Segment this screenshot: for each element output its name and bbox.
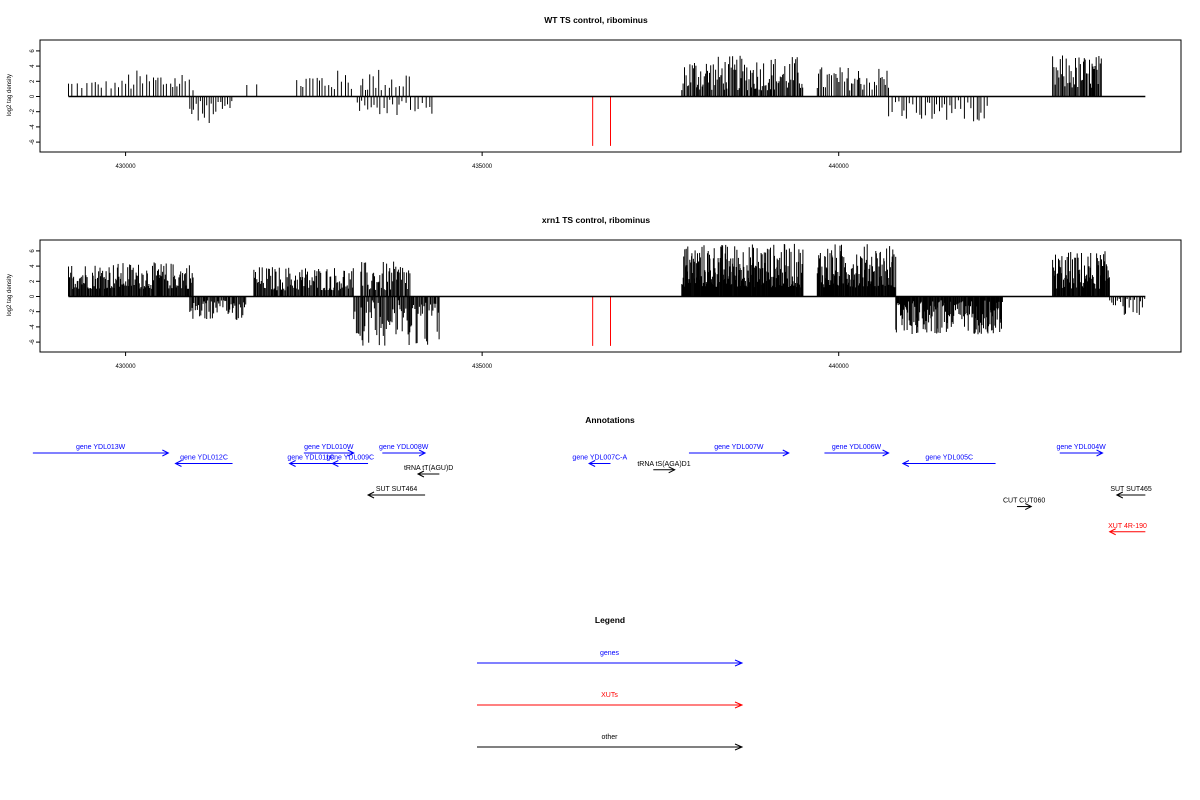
feature-gene-ydl007c-a: gene YDL007C-A [572,455,628,467]
feature-arrow-head-icon [331,460,339,467]
feature-gene-ydl004w: gene YDL004W [1057,444,1107,457]
feature-arrow-head-icon [882,449,890,457]
wt-x-tick-label: 430000 [116,164,137,170]
feature-xut-4r-190: XUT 4R-190 [1108,523,1147,536]
feature-arrow-head-icon [1108,528,1116,536]
wt-y-axis-label: log2 tag density [7,74,13,116]
wt-x-tick-label: 435000 [472,164,493,170]
wt-track-panel: WT TS control, ribominus log2 tag densit… [7,15,1182,170]
wt-y-tick-label: 2 [30,79,36,83]
feature-cut-cut060: CUT CUT060 [1003,498,1045,510]
feature-gene-ydl010w: gene YDL010W [303,444,355,457]
wt-y-tick-label: 0 [30,94,36,98]
feature-sut-sut465: SUT SUT465 [1110,486,1152,499]
feature-label: gene YDL010W [304,444,354,451]
xrn1-y-tick-label: -6 [30,339,36,345]
wt-track-title: WT TS control, ribominus [544,15,648,25]
legend-title: Legend [595,615,625,625]
xrn1-y-tick-label: -2 [30,308,36,314]
xrn1-y-tick-label: 2 [30,279,36,283]
feature-label: gene YDL006W [832,444,882,451]
feature-arrow-head-icon [418,449,427,457]
legend-label: genes [600,650,620,657]
feature-label: gene YDL004W [1057,444,1107,451]
feature-label: SUT SUT464 [376,486,418,493]
feature-gene-ydl007w: gene YDL007W [688,444,790,457]
feature-label: tRNA tS(AGA)D1 [637,461,690,468]
feature-arrow-head-icon [1025,503,1033,510]
feature-gene-ydl009c: gene YDL009C [326,455,374,467]
wt-y-tick-label: 4 [30,64,36,68]
feature-arrow-head-icon [288,460,296,467]
feature-arrow-head-icon [366,491,375,499]
feature-arrow-head-icon [174,460,182,467]
feature-label: gene YDL005C [925,455,973,462]
legend-arrow-head-icon [734,701,744,709]
feature-arrow-head-icon [1115,491,1124,499]
xrn1-y-axis-label: log2 tag density [7,274,13,316]
annotation-features: gene YDL013W gene YDL012C gene YDL010W gene… [32,444,1152,536]
feature-label: tRNA tT(AGU)D [404,465,453,472]
xrn1-y-tick-label: -4 [30,324,36,330]
legend-item-genes: genes [477,650,744,667]
feature-gene-ydl012c: gene YDL012C [174,455,233,467]
legend-item-xuts: XUTs [477,692,744,709]
legend-arrow-head-icon [734,743,744,751]
legend-items: genes XUTs other [477,650,744,751]
feature-arrow-head-icon [162,449,170,457]
feature-arrow-head-icon [416,470,425,478]
feature-label: CUT CUT060 [1003,498,1045,505]
wt-x-tick-label: 440000 [829,164,850,170]
feature-gene-ydl006w: gene YDL006W [824,444,890,457]
feature-label: gene YDL011C [287,455,334,462]
xrn1-x-tick-label: 440000 [829,364,850,370]
feature-label: gene YDL008W [379,444,429,451]
feature-arrow-head-icon [587,460,596,467]
annotations-title: Annotations [585,415,635,425]
feature-trna-tt-agu-d: tRNA tT(AGU)D [404,465,453,478]
wt-axes: -6 -4 -2 0 2 4 6 430000 435000 440000 [30,49,1146,170]
xrn1-x-tick-label: 430000 [116,364,137,370]
xrn1-y-tick-label: 6 [30,249,36,253]
feature-arrow-head-icon [668,466,676,474]
legend-item-other: other [477,734,744,751]
xrn1-y-tick-label: 4 [30,264,36,268]
legend-panel: Legend genes XUTs other [477,615,744,751]
xrn1-track-title: xrn1 TS control, ribominus [542,215,650,225]
feature-gene-ydl011c: gene YDL011C [287,455,335,467]
xrn1-track-panel: xrn1 TS control, ribominus log2 tag dens… [7,215,1182,370]
feature-arrow-head-icon [1096,449,1104,457]
feature-sut-sut464: SUT SUT464 [366,486,426,499]
feature-label: XUT 4R-190 [1108,523,1147,530]
legend-label: XUTs [601,692,618,699]
feature-label: SUT SUT465 [1110,486,1152,493]
xrn1-x-tick-label: 435000 [472,364,493,370]
feature-arrow-head-icon [782,449,790,457]
feature-gene-ydl005c: gene YDL005C [901,455,996,467]
legend-label: other [602,734,619,741]
feature-gene-ydl013w: gene YDL013W [32,444,170,457]
feature-label: gene YDL007C-A [572,455,627,462]
feature-label: gene YDL007W [714,444,764,451]
feature-arrow-head-icon [901,460,910,467]
xrn1-axes: -6 -4 -2 0 2 4 6 430000 435000 440000 [30,249,1146,370]
feature-label: gene YDL013W [76,444,126,451]
xrn1-bars [68,243,1146,346]
feature-label: gene YDL012C [180,455,228,462]
wt-bars [68,55,1102,146]
feature-trna-ts-aga-d1: tRNA tS(AGA)D1 [637,461,691,474]
wt-y-tick-label: -2 [30,108,36,114]
wt-y-tick-label: 6 [30,49,36,53]
legend-arrow-head-icon [734,659,744,667]
wt-y-tick-label: -6 [30,139,36,145]
feature-gene-ydl008w: gene YDL008W [379,444,429,457]
feature-label: gene YDL009C [326,455,374,462]
feature-arrow-head-icon [347,449,355,457]
xrn1-y-tick-label: 0 [30,294,36,298]
wt-y-tick-label: -4 [30,124,36,130]
